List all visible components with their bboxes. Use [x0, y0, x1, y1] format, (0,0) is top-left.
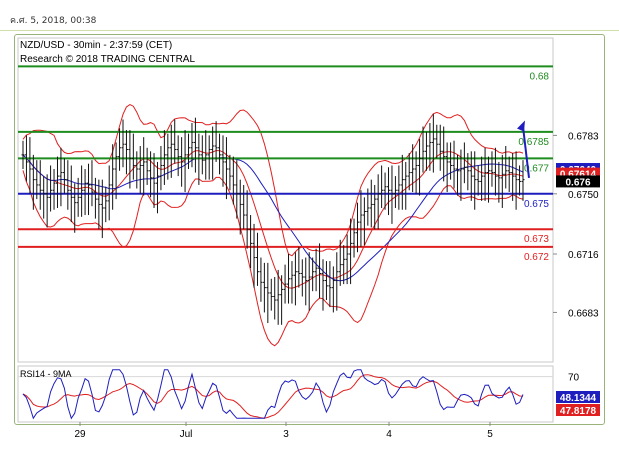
- rsi-ma-line: [22, 374, 524, 419]
- rsi-badge: [556, 404, 600, 416]
- level-label: 0.675: [524, 199, 549, 210]
- chart-subtitle: Research © 2018 TRADING CENTRAL: [20, 54, 195, 65]
- rsi-panel-border: [17, 365, 554, 423]
- forecast-arrow: [522, 126, 530, 178]
- level-label: 0.6785: [518, 137, 549, 148]
- rsi-badge-label: 48.1344: [560, 393, 597, 404]
- chart-header: ค.ศ. 5, 2018, 00:38: [0, 0, 619, 30]
- price-tick-label: 0.6783: [568, 131, 599, 142]
- moving-average: [22, 154, 524, 282]
- forecast-arrow-head: [517, 120, 525, 132]
- level-label: 0.68: [530, 71, 550, 82]
- header-divider: [0, 30, 619, 31]
- x-tick-label: 5: [487, 429, 493, 440]
- chart-title: NZD/USD - 30min - 2:37:59 (CET): [20, 40, 172, 51]
- datetime-label: ค.ศ. 5, 2018, 00:38: [10, 16, 97, 26]
- bollinger-upper: [22, 104, 524, 257]
- level-label: 0.677: [524, 163, 549, 174]
- x-tick-label: 29: [74, 429, 86, 440]
- level-label: 0.672: [524, 252, 549, 263]
- x-tick-label: 3: [283, 429, 289, 440]
- price-tick-label: 0.6750: [568, 190, 599, 201]
- x-tick-label: 4: [386, 429, 392, 440]
- rsi-line: [22, 369, 524, 420]
- rsi-tick-label: 70: [568, 373, 580, 384]
- rsi-badge: [556, 391, 600, 403]
- x-tick-label: Jul: [180, 429, 193, 440]
- rsi-badge-label: 47.8178: [560, 406, 597, 417]
- level-label: 0.673: [524, 234, 549, 245]
- price-tick-label: 0.6683: [568, 308, 599, 319]
- rsi-title: RSI14 - 9MA: [20, 369, 72, 379]
- price-badge: [556, 175, 600, 188]
- bollinger-mid: [22, 150, 524, 289]
- price-badge-label: 0.676: [565, 177, 590, 188]
- bollinger-lower: [22, 170, 524, 347]
- price-panel-border: [17, 37, 554, 363]
- price-badge-label: 0.67614: [560, 170, 597, 181]
- price-tick-label: 0.6716: [568, 250, 599, 261]
